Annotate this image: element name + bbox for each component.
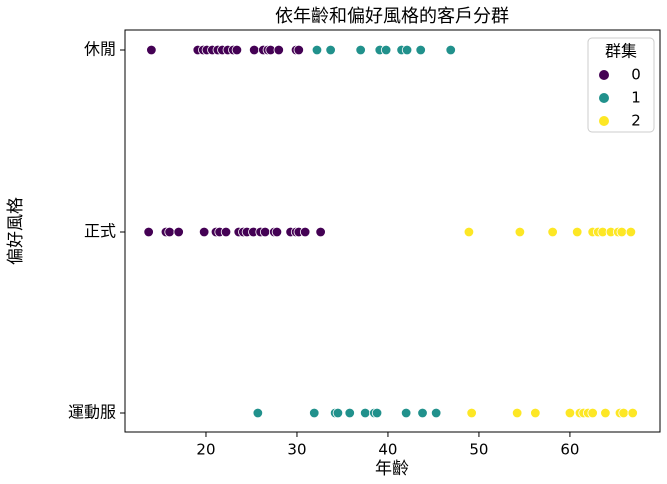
point: [173, 226, 184, 238]
x-tick-label: 60: [560, 441, 579, 459]
point: [572, 226, 583, 238]
y-axis-label: 偏好風格: [6, 197, 26, 265]
legend-marker: [599, 93, 609, 103]
point: [564, 407, 576, 419]
point: [530, 407, 541, 419]
point: [400, 407, 412, 419]
point: [220, 226, 232, 238]
point: [417, 407, 428, 419]
legend-marker: [599, 70, 609, 80]
point: [371, 407, 383, 419]
point: [344, 407, 355, 419]
point: [360, 407, 371, 419]
point: [271, 226, 283, 238]
x-tick-label: 30: [287, 441, 306, 459]
point: [143, 226, 154, 238]
point: [625, 226, 637, 238]
x-tick-label: 20: [196, 441, 215, 459]
legend-label: 0: [631, 66, 641, 84]
point: [299, 226, 311, 238]
legend-label: 2: [631, 112, 641, 130]
point: [401, 44, 413, 56]
legend-box: [587, 37, 655, 133]
point: [627, 407, 638, 419]
y-tick-label: 運動服: [68, 403, 116, 422]
point: [309, 407, 320, 419]
point: [311, 44, 323, 56]
point: [198, 226, 210, 238]
point: [600, 407, 611, 419]
point: [466, 407, 477, 419]
x-tick-label: 40: [378, 441, 397, 459]
x-axis-label: 年齡: [375, 459, 409, 479]
y-tick-label: 休閒: [84, 40, 116, 59]
point: [355, 44, 366, 56]
point: [249, 44, 260, 56]
point: [514, 226, 526, 238]
point: [164, 226, 175, 238]
point: [587, 407, 598, 419]
point: [259, 226, 271, 238]
point: [415, 44, 426, 56]
point: [332, 407, 344, 419]
point: [325, 44, 336, 56]
legend-title: 群集: [605, 42, 637, 61]
point: [380, 44, 392, 56]
y-tick-label: 正式: [84, 222, 116, 241]
point: [511, 407, 523, 419]
point: [252, 407, 264, 419]
point: [547, 226, 558, 238]
point: [616, 226, 627, 238]
point: [146, 44, 157, 56]
x-tick-label: 50: [469, 441, 488, 459]
point: [430, 407, 442, 419]
chart-title: 依年齡和偏好風格的客戶分群: [275, 6, 509, 27]
legend-label: 1: [631, 89, 641, 107]
point: [315, 226, 326, 238]
point: [445, 44, 456, 56]
point: [293, 44, 304, 56]
plot-area: [124, 29, 661, 433]
point: [463, 226, 475, 238]
point: [231, 44, 243, 56]
legend-marker: [599, 116, 609, 126]
point: [618, 407, 629, 419]
point: [273, 44, 284, 56]
